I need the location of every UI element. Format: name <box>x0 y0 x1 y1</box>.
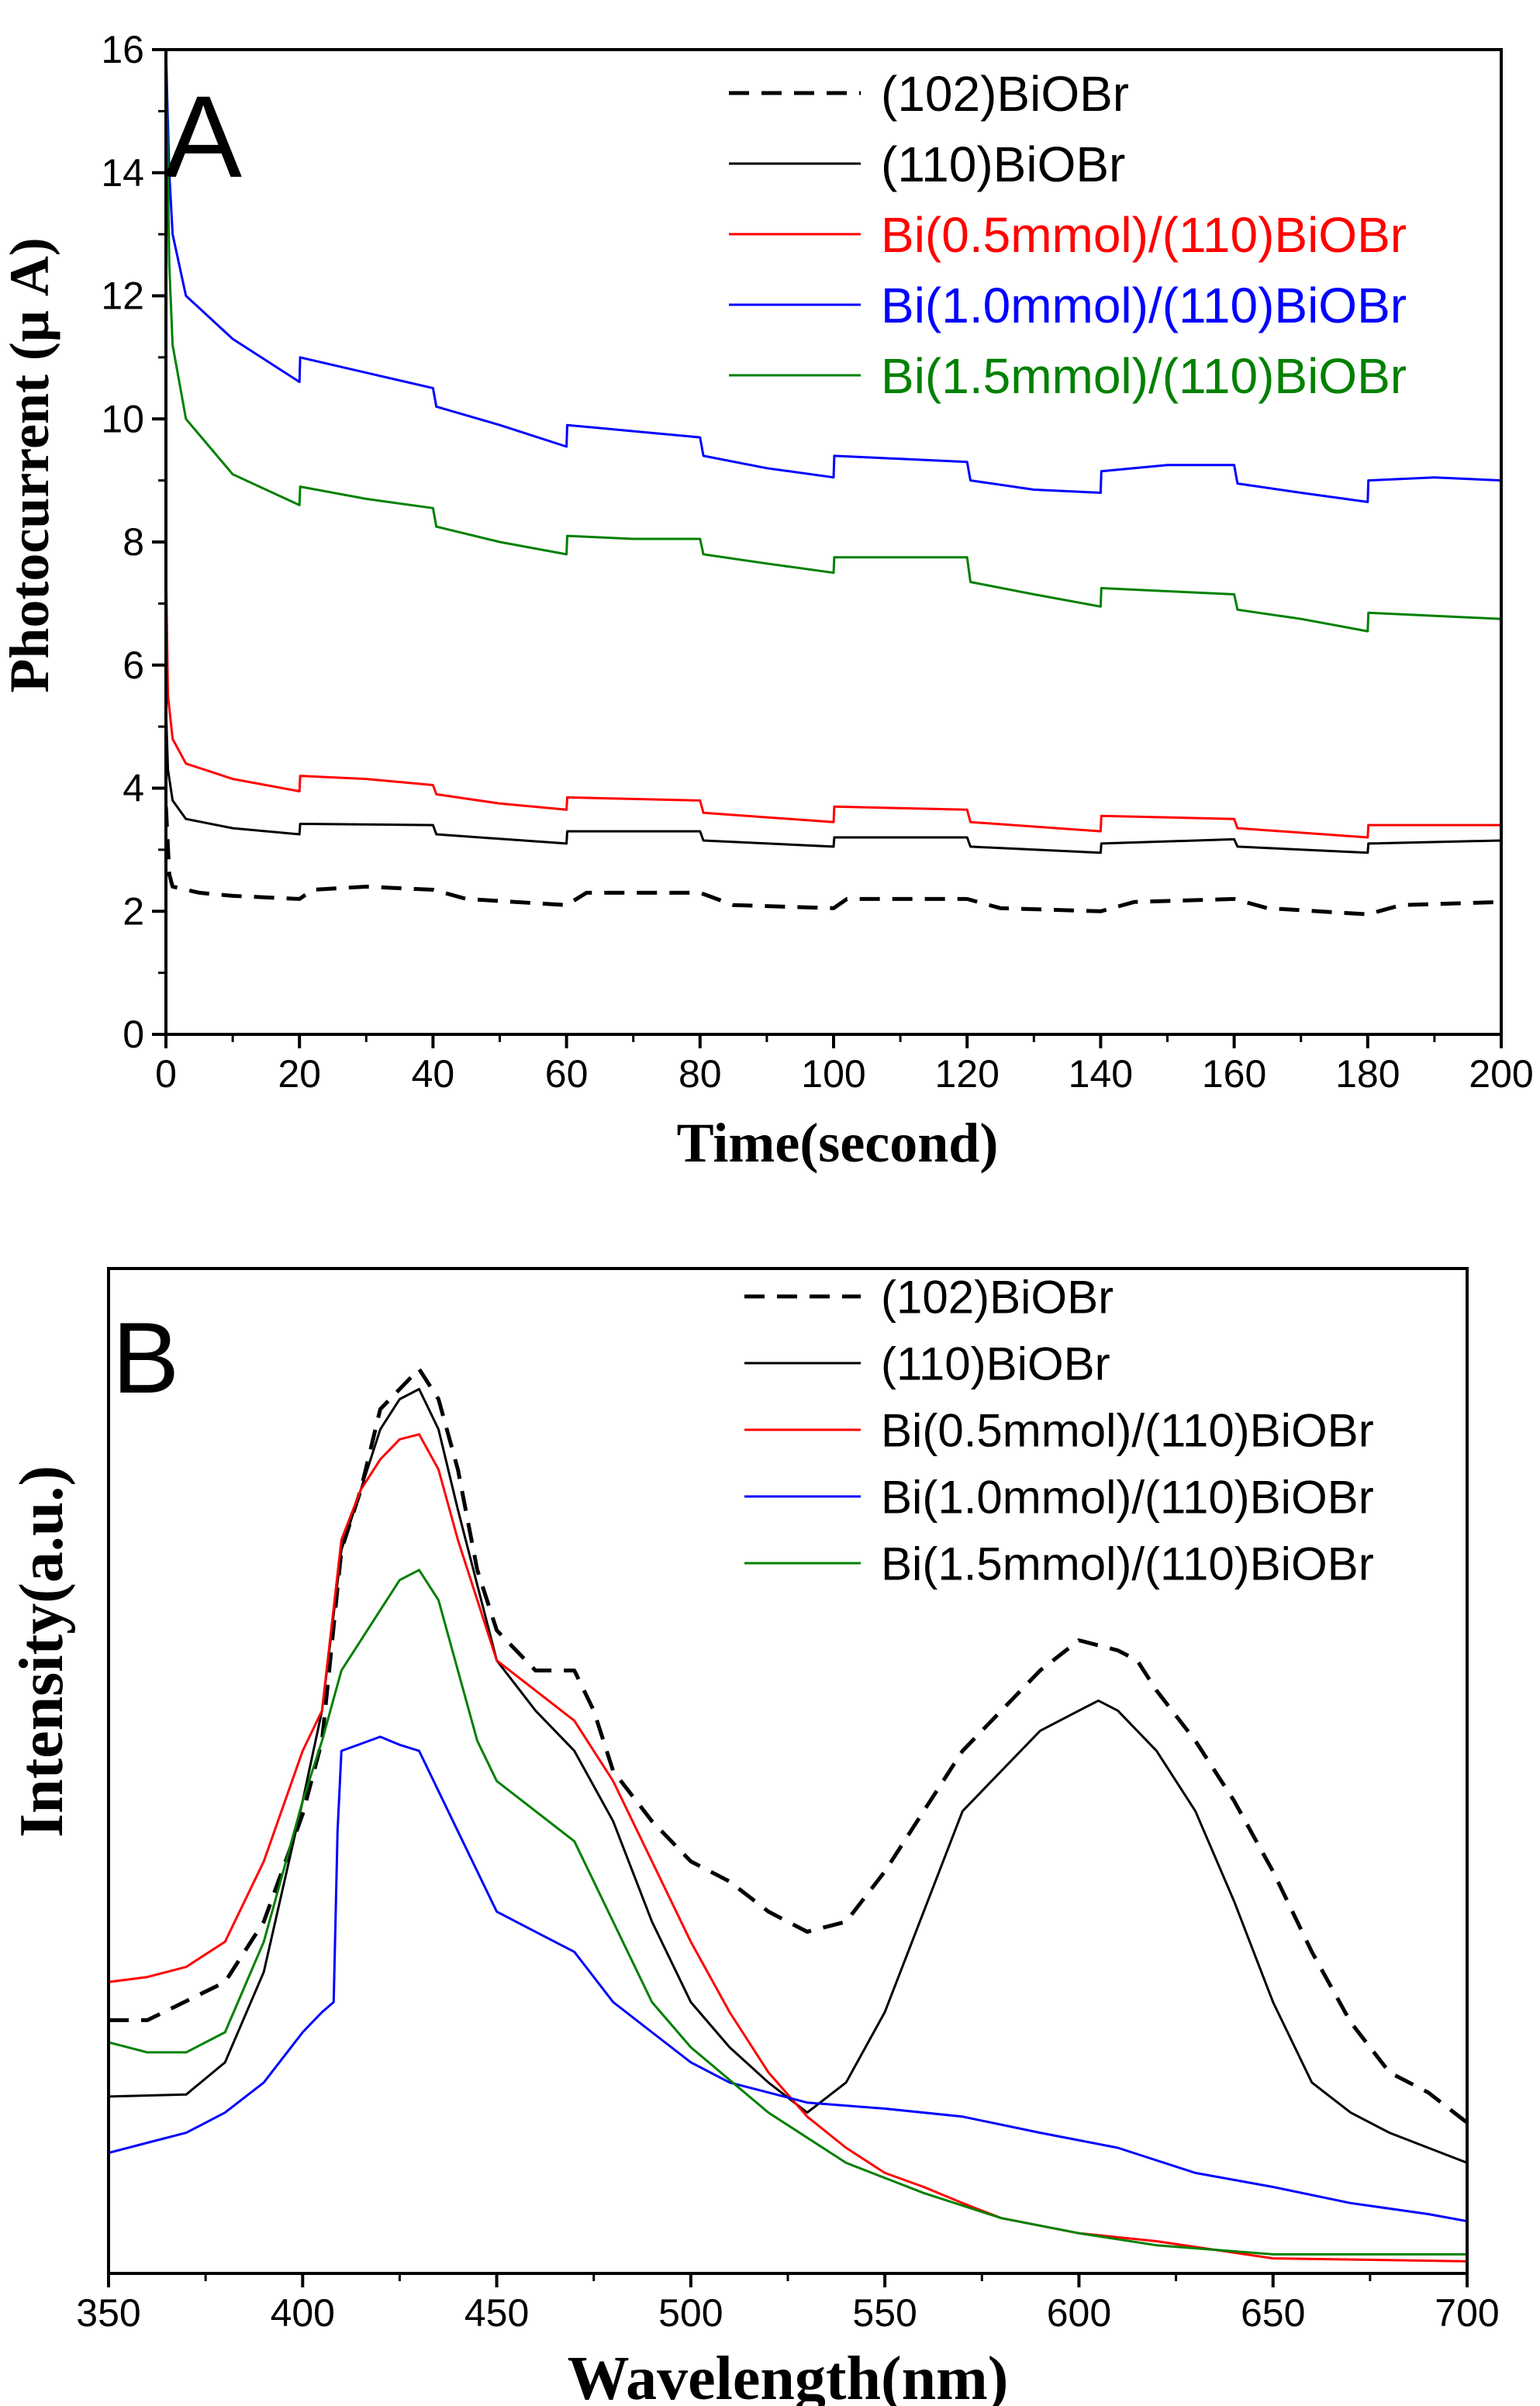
x-tick-label: 180 <box>1335 1052 1400 1096</box>
series-line-2 <box>109 1433 1467 2263</box>
y-tick-label: 6 <box>123 644 144 687</box>
x-tick-label: 500 <box>658 2291 723 2335</box>
x-tick-label: 120 <box>934 1052 999 1096</box>
legend-label-0: (102)BiOBr <box>881 66 1129 122</box>
legend-label-2: Bi(0.5mmol)/(110)BiOBr <box>881 1405 1374 1457</box>
x-tick-label: 40 <box>412 1052 455 1096</box>
x-tick-label: 0 <box>155 1052 177 1096</box>
x-tick-label: 60 <box>545 1052 589 1096</box>
x-tick-label: 200 <box>1469 1052 1533 1096</box>
x-tick-label: 550 <box>852 2291 917 2335</box>
series-line-3 <box>166 50 1501 503</box>
legend-label-3: Bi(1.0mmol)/(110)BiOBr <box>881 278 1407 333</box>
panel-label: A <box>164 71 242 202</box>
x-tick-label: 400 <box>271 2291 335 2335</box>
x-tick-label: 160 <box>1202 1052 1266 1096</box>
legend: (102)BiOBr (110)BiOBr Bi(0.5mmol)/(110)BiO… <box>744 1272 1374 1590</box>
series-line-1 <box>109 1388 1467 2164</box>
series-line-4 <box>109 1569 1467 2256</box>
series-line-1 <box>166 708 1501 854</box>
legend-label-0: (102)BiOBr <box>881 1272 1114 1324</box>
y-tick-label: 16 <box>101 28 144 71</box>
y-tick-label: 0 <box>123 1013 144 1056</box>
x-tick-label: 650 <box>1241 2291 1305 2335</box>
x-axis-title: Time(second) <box>677 1112 999 1174</box>
legend-label-1: (110)BiOBr <box>881 136 1125 192</box>
y-axis-title: Photocurrent (μ A) <box>0 237 60 692</box>
x-tick-label: 450 <box>464 2291 529 2335</box>
y-tick-label: 8 <box>123 520 144 564</box>
x-tick-label: 600 <box>1047 2291 1111 2335</box>
x-tick-label: 80 <box>678 1052 722 1096</box>
series-group <box>109 1367 1467 2263</box>
y-tick-label: 4 <box>123 767 144 810</box>
y-tick-label: 2 <box>123 889 144 933</box>
y-axis-title: Intensity(a.u.) <box>8 1465 76 1838</box>
x-tick-label: 100 <box>801 1052 865 1096</box>
legend-label-4: Bi(1.5mmol)/(110)BiOBr <box>881 348 1407 404</box>
series-group <box>166 50 1501 916</box>
panel-label: B <box>112 1301 180 1414</box>
legend-label-3: Bi(1.0mmol)/(110)BiOBr <box>881 1472 1374 1524</box>
legend-label-1: (110)BiOBr <box>881 1338 1110 1390</box>
series-line-2 <box>166 566 1501 839</box>
series-line-3 <box>109 1735 1467 2223</box>
y-tick-label: 14 <box>101 151 144 195</box>
y-tick-label: 10 <box>101 397 144 440</box>
x-axis-title: Wavelength(nm) <box>568 2345 1009 2406</box>
series-line-4 <box>166 50 1501 633</box>
panel-a: 0 20 40 60 80 100 120 140 160 180 200 0 2 4 6 8 10 12 14 16… <box>0 28 1534 1174</box>
x-tick-label: 350 <box>76 2291 140 2335</box>
panel-b: 350 400 450 500 550 600 650 700 Wavelength(nm) In… <box>8 1267 1500 2406</box>
legend: (102)BiOBr (110)BiOBr Bi(0.5mmol)/(110)BiO… <box>729 66 1407 404</box>
legend-label-2: Bi(0.5mmol)/(110)BiOBr <box>881 207 1407 263</box>
y-tick-label: 12 <box>101 274 144 318</box>
x-tick-label: 700 <box>1435 2291 1499 2335</box>
legend-label-4: Bi(1.5mmol)/(110)BiOBr <box>881 1538 1374 1590</box>
series-line-0 <box>166 806 1501 916</box>
x-tick-label: 140 <box>1069 1052 1133 1096</box>
x-tick-label: 20 <box>278 1052 321 1096</box>
